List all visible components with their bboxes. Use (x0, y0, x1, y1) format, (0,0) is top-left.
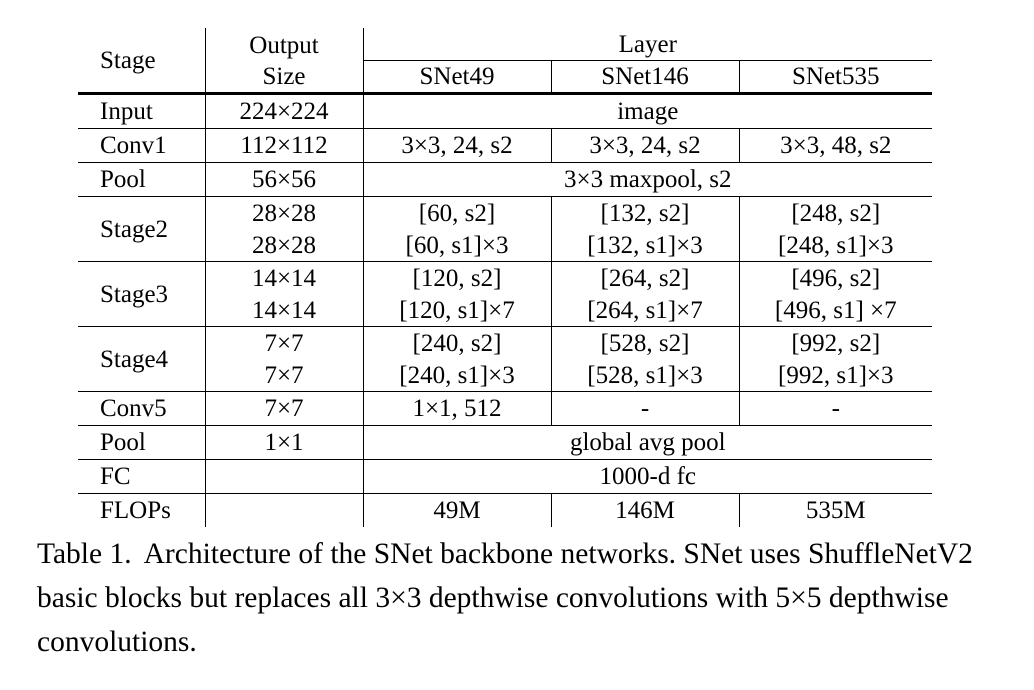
header-stage: Stage (78, 28, 205, 95)
table-row-fc: FC 1000-d fc (78, 459, 933, 494)
layer-cell-snet49: [60, s2] (362, 196, 551, 229)
stage-label: Conv5 (78, 391, 205, 426)
layer-cell-snet535: - (738, 391, 933, 426)
output-size-cell (204, 493, 363, 527)
layer-cell-snet535: [496, s1] ×7 (738, 294, 933, 327)
output-size-cell: 56×56 (204, 162, 363, 197)
flops-cell-snet146: 146M (550, 493, 739, 527)
stage-label: Stage4 (78, 326, 205, 392)
layer-cell-snet146: 3×3, 24, s2 (550, 128, 739, 163)
layer-cell-snet49: [120, s1]×7 (362, 294, 551, 327)
layer-cell-snet49: [120, s2] (362, 261, 551, 294)
output-size-cell: 28×28 (204, 229, 363, 262)
stage-label: Stage2 (78, 196, 205, 262)
table-row-stage4-a: Stage4 7×7 [240, s2] [528, s2] [992, s2] (78, 326, 933, 392)
output-size-cell: 14×14 (204, 294, 363, 327)
output-size-cell: 28×28 (204, 196, 363, 229)
header-row-models: SNet49 SNet146 SNet535 (78, 60, 933, 95)
layer-cell-snet535: [248, s2] (738, 196, 933, 229)
stage-label: Pool (78, 425, 205, 460)
table-row-stage3-b: 14×14 [120, s1]×7 [264, s1]×7 [496, s1] … (78, 294, 933, 327)
layer-cell-snet49: [240, s1]×3 (362, 359, 551, 392)
layer-cell-snet535: [248, s1]×3 (738, 229, 933, 262)
layer-cell-snet49: [60, s1]×3 (362, 229, 551, 262)
header-output-size: Output Size (204, 28, 363, 95)
header-model-snet535: SNet535 (738, 60, 933, 95)
table-row-conv5: Conv5 7×7 1×1, 512 - - (78, 391, 933, 426)
stage-label: FC (78, 459, 205, 494)
layer-cell-snet146: [132, s1]×3 (550, 229, 739, 262)
stage-label: Stage3 (78, 261, 205, 327)
layer-cell-snet146: [528, s1]×3 (550, 359, 739, 392)
layer-cell-snet146: [264, s1]×7 (550, 294, 739, 327)
stage-label: Input (78, 93, 205, 129)
layer-cell-snet146: - (550, 391, 739, 426)
layer-cell-merged: 1000-d fc (362, 459, 933, 494)
layer-cell-snet49: [240, s2] (362, 326, 551, 359)
output-size-cell: 7×7 (204, 391, 363, 426)
layer-cell-snet535: [992, s1]×3 (738, 359, 933, 392)
table-row-stage2-a: Stage2 28×28 [60, s2] [132, s2] [248, s2… (78, 196, 933, 262)
layer-cell-snet146: [132, s2] (550, 196, 739, 229)
output-size-cell (204, 459, 363, 494)
table-row-global-pool: Pool 1×1 global avg pool (78, 425, 933, 460)
output-size-cell: 1×1 (204, 425, 363, 460)
layer-cell-snet146: [528, s2] (550, 326, 739, 359)
flops-cell-snet49: 49M (362, 493, 551, 527)
layer-cell-merged: 3×3 maxpool, s2 (362, 162, 933, 197)
table-row-stage3-a: Stage3 14×14 [120, s2] [264, s2] [496, s… (78, 261, 933, 327)
layer-cell-snet49: 3×3, 24, s2 (362, 128, 551, 163)
layer-cell-merged: image (362, 93, 933, 129)
architecture-table: Stage Output Size Layer SNet49 SNet146 S… (78, 28, 933, 527)
layer-cell-merged: global avg pool (362, 425, 933, 460)
table-row-pool: Pool 56×56 3×3 maxpool, s2 (78, 162, 933, 197)
header-output-size-line2: Size (262, 62, 306, 90)
table-row-conv1: Conv1 112×112 3×3, 24, s2 3×3, 24, s2 3×… (78, 128, 933, 163)
layer-cell-snet535: [496, s2] (738, 261, 933, 294)
header-layer: Layer (362, 28, 933, 61)
table-row-input: Input 224×224 image (78, 93, 933, 129)
output-size-cell: 112×112 (204, 128, 363, 163)
table-caption: Table 1. Architecture of the SNet backbon… (37, 532, 997, 664)
stage-label: FLOPs (100, 497, 171, 524)
caption-label: Table 1. (37, 538, 132, 570)
layer-cell-snet146: [264, s2] (550, 261, 739, 294)
output-size-cell: 7×7 (204, 359, 363, 392)
stage-label: Conv1 (78, 128, 205, 163)
header-row-top: Stage Output Size Layer (78, 28, 933, 95)
output-size-cell: 7×7 (204, 326, 363, 359)
header-model-snet49: SNet49 (362, 60, 551, 95)
table-row-stage2-b: 28×28 [60, s1]×3 [132, s1]×3 [248, s1]×3 (78, 229, 933, 262)
output-size-cell: 224×224 (204, 93, 363, 129)
table-row-stage4-b: 7×7 [240, s1]×3 [528, s1]×3 [992, s1]×3 (78, 359, 933, 392)
header-model-snet146: SNet146 (550, 60, 739, 95)
layer-cell-snet49: 1×1, 512 (362, 391, 551, 426)
layer-cell-snet535: 3×3, 48, s2 (738, 128, 933, 163)
layer-cell-snet535: [992, s2] (738, 326, 933, 359)
flops-cell-snet535: 535M (738, 493, 933, 527)
header-output-size-line1: Output (249, 31, 319, 59)
table-row-flops: FLOPs 49M 146M 535M (78, 493, 933, 527)
caption-text: Architecture of the SNet backbone networ… (37, 538, 973, 658)
stage-label: Pool (78, 162, 205, 197)
output-size-cell: 14×14 (204, 261, 363, 294)
